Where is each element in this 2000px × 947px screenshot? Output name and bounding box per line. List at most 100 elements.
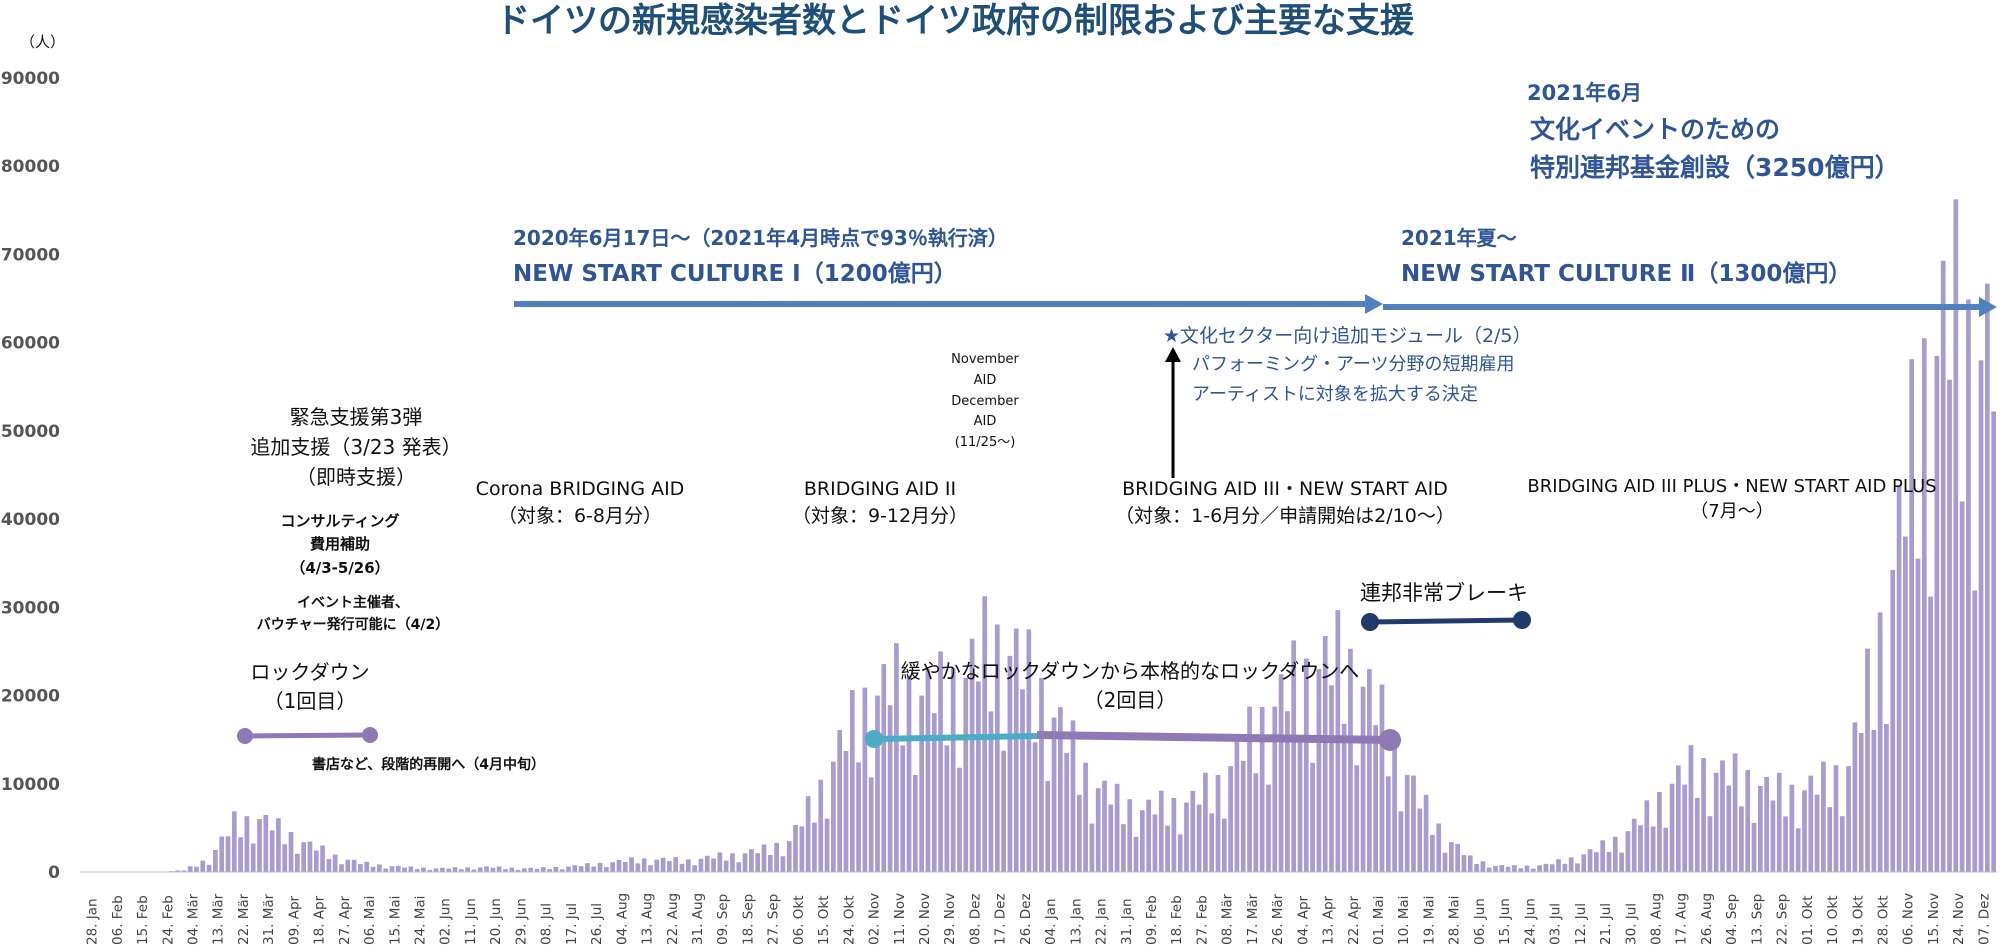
bar	[1707, 816, 1713, 872]
bar	[1133, 836, 1139, 872]
bar	[250, 843, 256, 872]
bar	[320, 845, 325, 872]
bar	[1108, 804, 1114, 872]
bridging-aid-3: BRIDGING AID III・NEW START AID （対象：1-6月分…	[1090, 476, 1480, 529]
bar	[484, 866, 489, 872]
bar	[219, 836, 225, 872]
fund-line1: 2021年6月	[1527, 81, 1643, 105]
bar	[206, 864, 212, 872]
bar	[1032, 742, 1038, 872]
bar	[629, 857, 634, 872]
bookstore-reopen: 書店など、段階的再開へ（4月中旬）	[312, 757, 546, 773]
x-tick-label: 26. Dez	[1018, 893, 1034, 945]
bar	[1827, 807, 1833, 872]
bar	[610, 862, 616, 872]
y-tick-label: 80000	[1, 157, 60, 177]
phase1-header: 2020年6月17日～（2021年4月時点で93％執行済）	[513, 226, 1008, 250]
bar	[509, 867, 515, 872]
bar	[547, 869, 552, 872]
bar	[1921, 338, 1927, 872]
emergency-brake-end	[1513, 611, 1531, 629]
x-tick-label: 04. Apr	[1295, 895, 1311, 945]
bar	[1007, 655, 1013, 872]
bar	[1669, 783, 1675, 872]
bar	[1045, 781, 1051, 872]
bar	[1764, 776, 1769, 872]
bar	[1625, 831, 1631, 872]
bar	[994, 624, 1000, 872]
bar	[1461, 855, 1467, 872]
bar	[1165, 825, 1170, 872]
bar	[326, 859, 332, 872]
bar	[1152, 814, 1158, 872]
x-tick-label: 17. Mär	[1245, 893, 1261, 945]
x-tick-label: 04. Jan	[1043, 898, 1059, 945]
y-tick-label: 60000	[1, 334, 60, 354]
bar	[1940, 260, 1946, 872]
bar	[225, 836, 231, 872]
x-tick-label: 20. Nov	[917, 893, 933, 945]
bar	[635, 863, 641, 872]
bar	[1367, 669, 1372, 872]
bar	[660, 857, 666, 872]
bar	[1543, 863, 1549, 872]
bar	[1177, 834, 1183, 872]
bar	[1114, 783, 1120, 872]
x-tick-label: 27. Feb	[1194, 895, 1210, 945]
x-tick-label: 22. Apr	[1346, 895, 1362, 945]
bar	[200, 860, 206, 872]
bar	[818, 779, 824, 872]
bar	[654, 859, 660, 872]
bar	[553, 867, 559, 872]
bar	[1259, 707, 1265, 872]
x-tick-label: 26. Jul	[589, 903, 605, 945]
bar	[458, 869, 464, 872]
bar	[1020, 689, 1025, 872]
bar	[269, 830, 275, 872]
bar	[339, 864, 344, 872]
x-tick-label: 24. Mai	[413, 896, 429, 945]
bar	[950, 668, 956, 872]
x-tick-label: 19. Okt	[1850, 896, 1866, 946]
bar	[471, 869, 477, 872]
bar	[414, 869, 420, 872]
bar	[1833, 765, 1839, 872]
bar	[1121, 824, 1126, 872]
y-unit-label: （人）	[20, 33, 65, 51]
bridging2-1: BRIDGING AID II	[803, 478, 957, 500]
bar	[263, 814, 269, 872]
bar	[667, 861, 672, 872]
bar	[780, 856, 786, 872]
bar	[1013, 628, 1019, 872]
bar	[433, 868, 439, 872]
bar	[1865, 648, 1870, 872]
bar	[887, 705, 893, 872]
bar	[1978, 360, 1984, 872]
bar	[1411, 775, 1416, 872]
bar	[1215, 774, 1221, 872]
bar	[1417, 808, 1423, 872]
bar	[616, 860, 622, 872]
bar	[1102, 780, 1107, 872]
x-tick-label: 10. Okt	[1825, 896, 1841, 946]
bar	[522, 868, 527, 872]
bar	[1398, 811, 1404, 872]
bar	[1575, 863, 1580, 872]
bar	[704, 855, 710, 872]
y-tick-label: 40000	[1, 510, 60, 530]
bar	[1776, 772, 1782, 872]
bar	[1171, 798, 1177, 872]
bar	[389, 866, 395, 872]
bar	[1846, 766, 1851, 872]
bar	[711, 858, 716, 872]
bar	[597, 862, 603, 872]
full-lockdown-end	[1379, 729, 1401, 751]
bar	[572, 865, 578, 872]
x-tick-label: 07. Dez	[1976, 893, 1992, 945]
bar	[774, 842, 779, 872]
bar	[528, 867, 534, 872]
bar	[1524, 865, 1530, 872]
bar	[1663, 827, 1669, 872]
bar	[1934, 355, 1940, 872]
